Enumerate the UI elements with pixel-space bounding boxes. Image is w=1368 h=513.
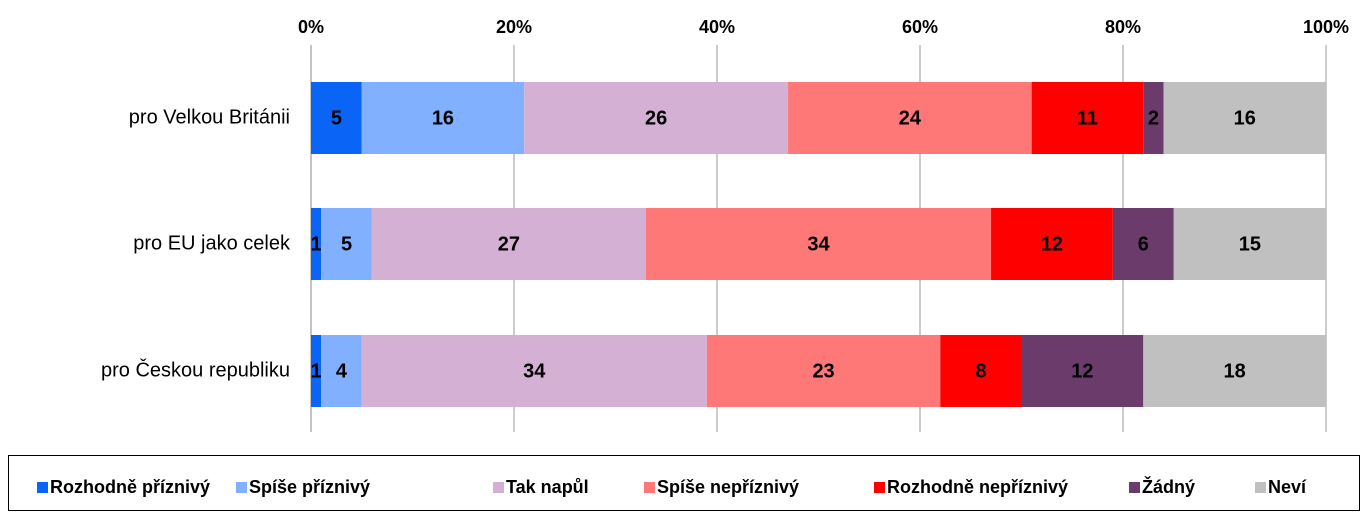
data-label: 12 — [1071, 360, 1093, 382]
bar-segment — [1163, 82, 1326, 154]
bar-segment — [1173, 208, 1326, 280]
data-label: 2 — [1148, 107, 1159, 129]
data-label: 1 — [311, 233, 322, 255]
category-label: pro EU jako celek — [133, 232, 291, 254]
data-label: 16 — [1234, 107, 1256, 129]
data-label: 11 — [1077, 107, 1098, 129]
data-label: 4 — [336, 360, 348, 382]
bar-segment — [311, 208, 322, 280]
legend-marker — [874, 482, 885, 493]
legend-marker — [644, 482, 655, 493]
bar-segment — [311, 335, 322, 407]
bar-segment — [321, 335, 362, 407]
x-tick-label: 20% — [496, 17, 532, 37]
data-label: 26 — [645, 107, 667, 129]
bar-segment — [706, 335, 941, 407]
bar-segment — [524, 82, 789, 154]
legend-label: Spíše nepříznivý — [657, 477, 799, 497]
bar-segment — [1143, 82, 1164, 154]
legend-marker — [1129, 482, 1140, 493]
bar-segment — [1112, 208, 1174, 280]
bar-segment — [371, 208, 646, 280]
data-label: 24 — [899, 107, 922, 129]
data-label: 1 — [311, 360, 322, 382]
legend-label: Tak napůl — [506, 477, 589, 497]
bar-segment — [1031, 82, 1144, 154]
bar-segment — [991, 208, 1113, 280]
data-label: 34 — [807, 233, 830, 255]
data-label: 15 — [1239, 233, 1261, 255]
data-label: 8 — [975, 360, 986, 382]
x-tick-label: 40% — [699, 17, 735, 37]
legend-label: Neví — [1268, 477, 1307, 497]
data-label: 18 — [1224, 360, 1246, 382]
category-label: pro Českou republiku — [101, 358, 290, 381]
legend-label: Žádný — [1142, 476, 1195, 497]
x-tick-label: 0% — [298, 17, 324, 37]
legend-marker — [37, 482, 48, 493]
legend-marker — [1255, 482, 1266, 493]
data-label: 5 — [341, 233, 352, 255]
category-label: pro Velkou Británii — [129, 106, 290, 128]
bar-segment — [645, 208, 992, 280]
bar-segment — [788, 82, 1032, 154]
data-label: 5 — [331, 107, 342, 129]
bar-segment — [311, 82, 362, 154]
legend-marker — [493, 482, 504, 493]
legend-label: Rozhodně příznivý — [50, 477, 210, 497]
x-tick-label: 60% — [902, 17, 938, 37]
bar-segment — [1143, 335, 1326, 407]
bar-segment — [361, 335, 707, 407]
bar-segment — [321, 208, 372, 280]
data-label: 6 — [1138, 233, 1149, 255]
data-label: 27 — [498, 233, 520, 255]
x-tick-label: 100% — [1303, 17, 1349, 37]
bar-segment — [940, 335, 1022, 407]
bar-segment — [361, 82, 525, 154]
data-label: 23 — [812, 360, 834, 382]
legend-label: Rozhodně nepříznivý — [887, 477, 1068, 497]
legend-label: Spíše příznivý — [249, 477, 370, 497]
bar-segment — [1021, 335, 1144, 407]
data-label: 16 — [432, 107, 454, 129]
legend-marker — [236, 482, 247, 493]
data-label: 34 — [523, 360, 546, 382]
data-label: 12 — [1041, 233, 1063, 255]
x-tick-label: 80% — [1105, 17, 1141, 37]
legend-box — [8, 455, 1360, 511]
